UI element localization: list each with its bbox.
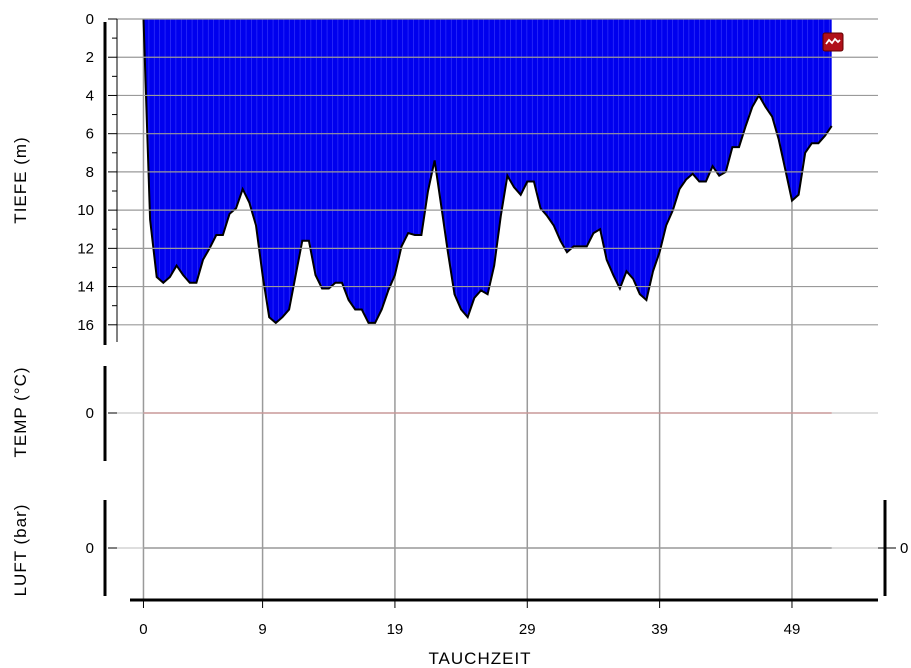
x-tick-label: 29: [519, 621, 536, 638]
depth-tick-label: 14: [77, 279, 94, 296]
tick-labels: 0 2 4 6 8 10 12 14 16 0 0 0 0 9 19 29 39 49: [77, 11, 908, 638]
depth-profile-line: [142, 18, 833, 325]
depth-tick-label: 8: [86, 164, 94, 181]
depth-tick-label: 0: [86, 11, 94, 28]
air-tick-label: 0: [86, 540, 94, 557]
x-tick-label: 9: [258, 621, 266, 638]
depth-tick-label: 4: [86, 87, 94, 104]
x-axis-label: TAUCHZEIT: [428, 649, 531, 668]
depth-tick-label: 6: [86, 126, 94, 143]
air-axis-label: LUFT (bar): [11, 504, 30, 597]
x-tick-label: 39: [651, 621, 668, 638]
alarm-icon[interactable]: [822, 32, 844, 52]
air-right-tick-label: 0: [900, 540, 908, 557]
depth-tick-label: 2: [86, 49, 94, 66]
x-tick-label: 0: [139, 621, 147, 638]
depth-panel: [142, 18, 833, 325]
temperature-axis-label: TEMP (°C): [11, 366, 30, 457]
depth-tick-label: 10: [77, 202, 94, 219]
depth-tick-label: 16: [77, 317, 94, 334]
temperature-tick-label: 0: [86, 405, 94, 422]
axes: [103, 18, 896, 608]
depth-axis-label: TIEFE (m): [11, 136, 30, 223]
depth-tick-label: 12: [77, 240, 94, 257]
x-tick-label: 19: [387, 621, 404, 638]
depth-area: [143, 19, 832, 323]
x-tick-label: 49: [784, 621, 801, 638]
